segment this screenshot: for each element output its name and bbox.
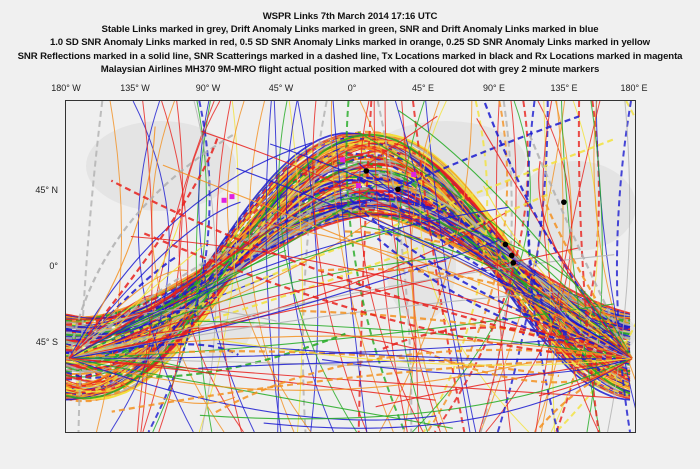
lon-tick: 180° E: [620, 83, 648, 93]
lon-tick: 45° W: [268, 83, 294, 93]
lon-tick: 135° E: [550, 83, 578, 93]
lon-tick: 90° E: [482, 83, 506, 93]
tx-location-marker: [508, 252, 515, 259]
world-map-plot: [65, 100, 636, 433]
subtitle-line-1: Stable Links marked in grey, Drift Anoma…: [101, 24, 599, 36]
subtitle-line-2: 1.0 SD SNR Anomaly Links marked in red, …: [49, 37, 651, 49]
rx-location-marker: [229, 194, 235, 200]
rx-location-marker: [221, 197, 227, 203]
rx-location-marker: [355, 183, 361, 189]
lon-tick: 135° W: [120, 83, 150, 93]
lat-tick: 0°: [49, 261, 58, 271]
longitude-axis: 180° W 135° W 90° W 45° W 0° 45° E 90° E…: [0, 83, 700, 97]
tx-location-marker: [502, 241, 509, 248]
lat-tick: 45° N: [35, 185, 58, 195]
lon-tick: 45° E: [411, 83, 435, 93]
lon-tick: 90° W: [195, 83, 221, 93]
figure-title: WSPR Links 7th March 2014 17:16 UTC: [262, 11, 438, 22]
tx-location-marker: [561, 199, 567, 205]
rx-location-marker: [411, 172, 417, 178]
rx-location-marker: [340, 157, 346, 163]
subtitle-line-3: SNR Reflections marked in a solid line, …: [17, 50, 683, 62]
tx-location-marker: [363, 168, 370, 174]
lon-tick: 0°: [347, 83, 357, 93]
links-layer: [66, 101, 635, 432]
link-paths-canvas: [66, 101, 635, 432]
tx-location-marker: [510, 260, 517, 266]
lon-tick: 180° W: [51, 83, 81, 93]
figure-title-block: WSPR Links 7th March 2014 17:16 UTC Stab…: [0, 10, 700, 76]
subtitle-line-4: Malaysian Airlines MH370 9M-MRO flight a…: [100, 63, 600, 75]
lat-tick: 45° S: [35, 337, 58, 347]
tx-location-marker: [395, 186, 401, 193]
